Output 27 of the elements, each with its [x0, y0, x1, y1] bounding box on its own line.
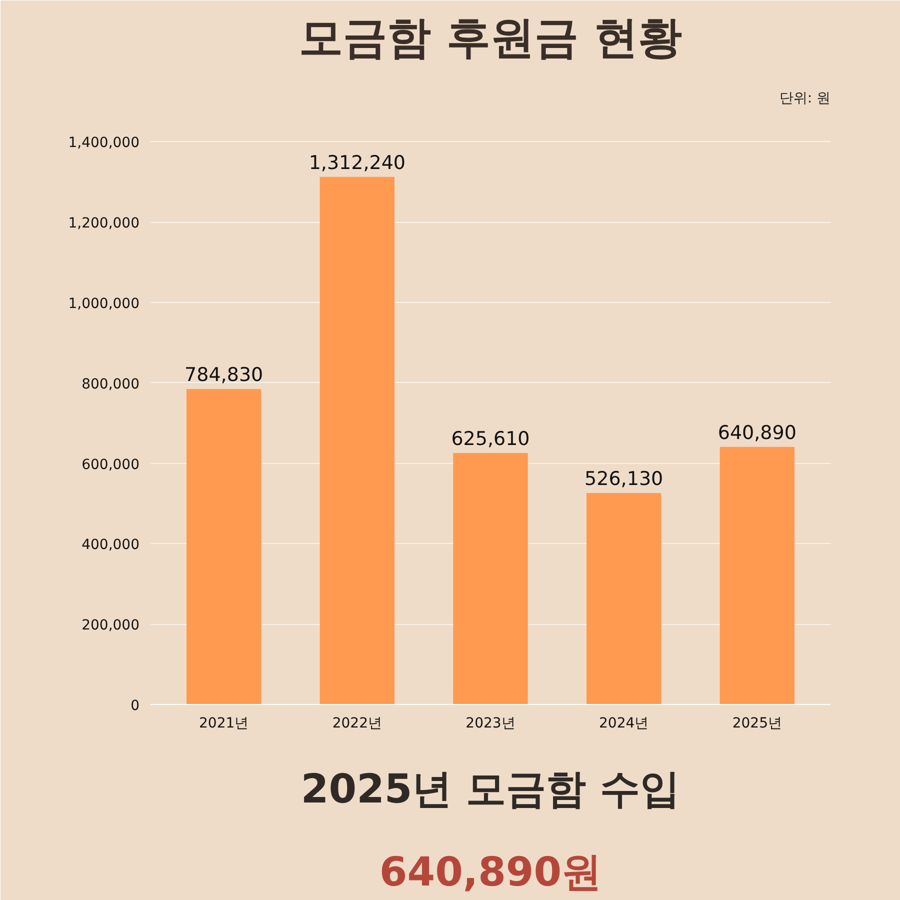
y-tick-label: 800,000	[82, 376, 140, 392]
y-tick-label: 600,000	[82, 456, 140, 473]
text: 단위: 원	[779, 90, 831, 106]
bar	[186, 388, 262, 704]
y-tick-label: 1,000,000	[68, 296, 140, 312]
bar	[453, 452, 528, 704]
y-tick-label: 1,400,000	[68, 135, 140, 152]
x-tick-label: 2025년	[732, 716, 782, 732]
bar	[586, 492, 662, 704]
x-tick-label: 2023년	[466, 716, 516, 732]
y-tick-label: 1,200,000	[68, 216, 140, 232]
data-label: 640,890	[718, 422, 796, 444]
bar	[720, 446, 794, 704]
y-tick-label: 400,000	[82, 537, 140, 554]
x-tick-label: 2022년	[332, 716, 382, 732]
y-tick-label: 0	[130, 698, 140, 714]
bar	[320, 176, 394, 704]
data-label: 625,610	[451, 428, 530, 450]
data-label: 784,830	[184, 364, 264, 386]
chart-title: 모금함 후원금 현황	[299, 12, 682, 64]
text: 2025년 모금함 수입	[300, 766, 680, 812]
data-label: 1,312,240	[308, 152, 406, 174]
x-tick-label: 2024년	[599, 716, 649, 732]
text: 640,890원	[379, 850, 602, 896]
data-label: 526,130	[584, 468, 664, 490]
x-tick-label: 2021년	[199, 716, 249, 732]
y-tick-label: 200,000	[82, 618, 140, 634]
